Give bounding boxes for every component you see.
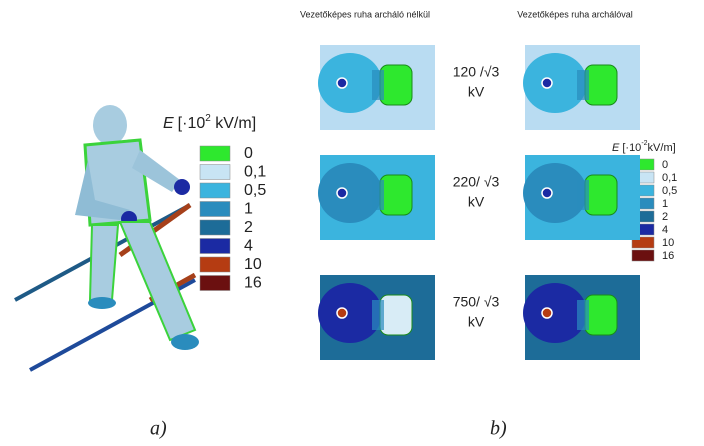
conductor (542, 78, 552, 88)
voltage: 750/ √3 (453, 294, 500, 310)
legend-swatch (200, 202, 230, 217)
field-image (318, 275, 435, 360)
field-image (318, 45, 435, 130)
legend-title: E[·102 kV/m] (163, 113, 256, 133)
voltage-unit: kV (468, 314, 485, 330)
column-title: Vezetőképes ruha archáló nélkül (300, 9, 430, 19)
conductor (337, 188, 347, 198)
body-shade (577, 70, 589, 100)
conductor (337, 78, 347, 88)
legend-swatch (200, 239, 230, 254)
field-image (523, 45, 640, 130)
caption: b) (490, 418, 507, 440)
legend-label: 2 (662, 211, 668, 223)
voltage-label: 120 /√3 kV (453, 64, 500, 100)
voltage: 120 /√3 (453, 64, 500, 80)
body-shade (372, 180, 384, 210)
conductor (542, 188, 552, 198)
legend-label: 0 (662, 159, 668, 171)
legend-swatch (200, 165, 230, 180)
body (380, 295, 412, 335)
legend-swatch (200, 257, 230, 272)
voltage: 220/ √3 (453, 174, 500, 190)
legend-swatch (200, 276, 230, 291)
mannequin (15, 105, 199, 370)
voltage-label: 750/ √3 kV (453, 294, 500, 330)
legend-label: 4 (244, 238, 253, 255)
legend-label: 10 (662, 237, 674, 249)
legend-label: 0 (244, 145, 253, 162)
legend-label: 0,1 (662, 172, 677, 184)
voltage-label: 220/ √3 kV (453, 174, 500, 210)
legend-swatch (632, 250, 654, 261)
legend-label: 16 (244, 275, 262, 292)
field-image (523, 275, 640, 360)
column-title: Vezetőképes ruha archálóval (517, 9, 633, 19)
figure: E[·102 kV/m] 00,10,51241016 a) Vezetőkép… (0, 0, 704, 446)
voltage-unit: kV (468, 194, 485, 210)
body (380, 175, 412, 215)
field-image (318, 155, 435, 240)
legend-title: E[·10-2kV/m] (612, 140, 676, 154)
legend-swatch (200, 146, 230, 161)
conductor (542, 308, 552, 318)
legend-label: 1 (662, 198, 668, 210)
legend-swatch (200, 183, 230, 198)
body (380, 65, 412, 105)
legend-label: 4 (662, 224, 668, 236)
body (585, 295, 617, 335)
body-shade (577, 300, 589, 330)
body-shade (372, 70, 384, 100)
legend-label: 0,5 (244, 182, 266, 199)
legend-label: 10 (244, 256, 262, 273)
body-shade (372, 300, 384, 330)
legend-label: 2 (244, 219, 253, 236)
body (585, 65, 617, 105)
legend-label: 0,1 (244, 164, 266, 181)
conductor (337, 308, 347, 318)
legend-label: 1 (244, 201, 253, 218)
legend: E[·102 kV/m] 0 0,10,5 12 410 16 (163, 113, 266, 292)
voltage-unit: kV (468, 84, 485, 100)
body (585, 175, 617, 215)
field-image (523, 155, 640, 240)
body-shade (577, 180, 589, 210)
caption: a) (150, 418, 167, 440)
legend-label: 0,5 (662, 185, 677, 197)
legend-swatch (200, 220, 230, 235)
legend-label: 16 (662, 250, 674, 262)
